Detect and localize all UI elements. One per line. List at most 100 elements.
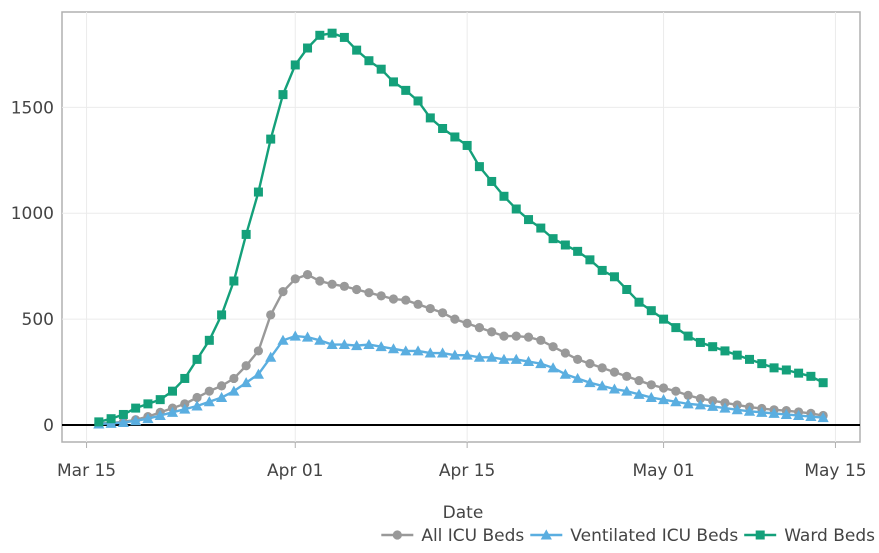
data-point: [302, 270, 313, 280]
data-point: [536, 335, 546, 345]
data-point: [376, 291, 386, 301]
data-point: [732, 350, 742, 360]
series-ward-beds: [94, 28, 828, 427]
series-all-icu-beds: [94, 270, 828, 428]
data-point: [646, 380, 656, 390]
data-point: [622, 284, 632, 294]
data-point: [780, 408, 792, 419]
data-point: [548, 342, 558, 352]
data-point: [462, 140, 472, 150]
data-point: [719, 402, 731, 413]
data-point: [253, 346, 264, 356]
data-point: [487, 176, 497, 186]
legend-item-ventilated-icu-beds[interactable]: Ventilated ICU Beds: [530, 526, 738, 546]
data-point: [523, 332, 534, 342]
legend-label: All ICU Beds: [421, 526, 524, 546]
data-point: [511, 204, 521, 214]
series-layer: [93, 28, 829, 429]
data-point: [633, 388, 645, 399]
data-point: [645, 391, 657, 402]
y-tick-label: 500: [22, 310, 54, 330]
data-point: [597, 363, 607, 373]
legend-label: Ventilated ICU Beds: [570, 526, 738, 546]
data-point: [315, 276, 325, 286]
data-point: [154, 409, 166, 421]
data-point: [412, 345, 424, 356]
data-point: [461, 349, 473, 360]
data-point: [364, 56, 374, 66]
x-tick-label: Apr 15: [439, 461, 495, 481]
data-point: [572, 372, 584, 383]
y-axis-ticks: 0 500 1000 1500: [11, 98, 54, 436]
data-point: [265, 351, 277, 362]
data-point: [204, 335, 214, 345]
legend-item-ward-beds[interactable]: Ward Beds: [744, 526, 875, 546]
data-point: [425, 303, 435, 314]
data-point: [278, 90, 288, 100]
legend-marker: [540, 529, 552, 540]
data-point: [817, 412, 829, 423]
data-point: [363, 338, 375, 350]
data-point: [695, 337, 705, 347]
legend-item-all-icu-beds[interactable]: All ICU Beds: [381, 526, 524, 546]
data-point: [608, 383, 621, 394]
data-point: [708, 396, 718, 406]
data-point: [621, 385, 633, 396]
data-point: [192, 392, 202, 403]
x-tick-label: Apr 01: [267, 461, 323, 481]
data-point: [695, 393, 706, 404]
data-point: [659, 314, 669, 324]
data-point: [94, 417, 104, 427]
data-point: [522, 355, 535, 366]
data-point: [597, 265, 607, 275]
data-point: [768, 407, 780, 418]
data-point: [351, 340, 363, 351]
data-point: [352, 284, 362, 295]
data-point: [573, 246, 583, 256]
data-point: [805, 410, 817, 422]
data-point: [473, 351, 486, 362]
data-point: [130, 415, 142, 426]
data-point: [388, 77, 398, 87]
data-point: [585, 255, 595, 265]
data-point: [278, 287, 288, 297]
data-point: [315, 30, 325, 40]
data-point: [117, 416, 129, 427]
data-point: [743, 405, 756, 416]
data-point: [498, 353, 510, 364]
plot-area: [61, 11, 861, 443]
data-point: [535, 358, 547, 369]
x-axis-title: Date: [443, 503, 484, 523]
data-point: [155, 395, 165, 405]
data-point: [474, 323, 485, 333]
data-point: [683, 331, 693, 341]
data-point: [806, 371, 816, 381]
data-point: [658, 383, 669, 393]
data-point: [499, 191, 509, 201]
data-point: [277, 334, 289, 345]
data-point: [253, 187, 263, 197]
y-tick-label: 1000: [11, 204, 54, 224]
data-point: [720, 346, 730, 356]
data-point: [131, 403, 141, 413]
data-point: [400, 345, 412, 356]
data-point: [290, 60, 300, 70]
data-point: [682, 398, 694, 409]
data-point: [191, 400, 203, 411]
data-point: [229, 373, 239, 384]
data-point: [289, 330, 301, 341]
data-point: [241, 229, 251, 239]
data-point: [596, 380, 608, 391]
data-point: [793, 409, 805, 421]
data-point: [301, 331, 314, 342]
data-point: [584, 377, 596, 388]
data-point: [634, 375, 644, 386]
data-point: [327, 279, 337, 289]
data-point: [731, 404, 743, 415]
data-point: [756, 406, 768, 417]
data-point: [106, 414, 116, 424]
data-point: [180, 373, 190, 383]
data-point: [413, 96, 423, 106]
data-point: [375, 341, 387, 352]
